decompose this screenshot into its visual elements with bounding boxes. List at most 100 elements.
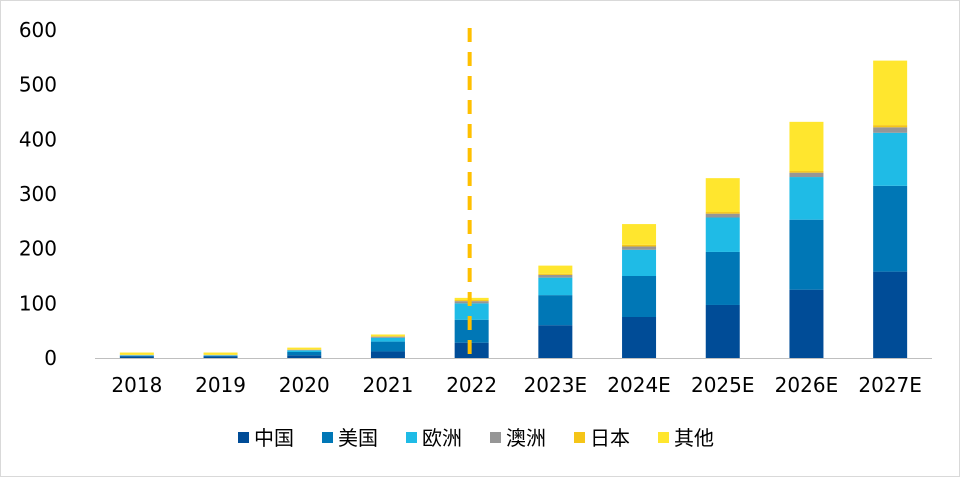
x-tick-label: 2023E [524, 373, 588, 397]
bar-stack [873, 60, 908, 358]
y-tick-label: 500 [19, 73, 57, 97]
bar-segment [789, 172, 824, 178]
x-tick-label: 2026E [775, 373, 839, 397]
bar-stack [622, 224, 657, 358]
legend-label: 澳洲 [506, 426, 546, 450]
legend-item: 欧洲 [406, 426, 462, 450]
y-tick-label: 600 [19, 18, 57, 42]
bar-segment [705, 213, 740, 218]
bar-segment [370, 337, 405, 342]
bar-segment [538, 273, 573, 275]
bar-segment [873, 185, 908, 272]
bar-segment [538, 295, 573, 326]
bar-segment [538, 277, 573, 296]
x-tick-label: 2022 [446, 373, 497, 397]
x-axis-ticks: 2018 2019 2020 2021 2022 2023E 2024E 2025E 2026E… [111, 373, 922, 397]
x-tick-label: 2019 [195, 373, 246, 397]
legend-label: 其他 [674, 426, 714, 450]
bar-stack [370, 334, 405, 358]
bar-segment [370, 336, 405, 338]
bar-segment [287, 349, 322, 351]
bar-stack [538, 265, 573, 358]
bar-segment [873, 132, 908, 186]
y-tick-label: 300 [19, 182, 57, 206]
legend-item: 中国 [238, 426, 294, 450]
bar-segment [873, 127, 908, 133]
bar-segment [622, 276, 657, 317]
legend-swatch [322, 432, 333, 443]
legend-swatch [574, 432, 585, 443]
bar-segment [370, 341, 405, 352]
legend-swatch [406, 432, 417, 443]
y-tick-label: 100 [19, 291, 57, 315]
bar-segment [287, 350, 322, 352]
legend-swatch [238, 432, 249, 443]
x-tick-label: 2020 [279, 373, 330, 397]
bar-segment [789, 121, 824, 172]
legend: 中国 美国 欧洲 澳洲 日本 其他 [238, 426, 714, 450]
bar-segment [119, 355, 154, 357]
legend-item: 美国 [322, 426, 378, 450]
bar-segment [622, 246, 657, 250]
x-tick-label: 2027E [858, 373, 922, 397]
bar-segment [873, 271, 908, 358]
bar-segment [370, 334, 405, 337]
bar-segment [789, 177, 824, 220]
bar-segment [705, 212, 740, 214]
bar-segment [119, 355, 154, 356]
bar-segment [622, 244, 657, 247]
bar-segment [287, 349, 322, 350]
bar-segment [538, 265, 573, 274]
bar-segment [454, 319, 489, 343]
legend-label: 欧洲 [422, 426, 462, 450]
legend-swatch [490, 432, 501, 443]
x-tick-label: 2025E [691, 373, 755, 397]
bar-stacks [119, 60, 908, 358]
bar-stack [287, 347, 322, 358]
bar-stack [119, 352, 154, 358]
bar-segment [873, 125, 908, 128]
legend-swatch [658, 432, 669, 443]
bar-segment [119, 352, 154, 355]
bar-segment [203, 355, 238, 357]
bar-segment [370, 351, 405, 358]
bar-segment [622, 249, 657, 276]
bar-segment [454, 303, 489, 320]
bar-segment [705, 178, 740, 213]
bar-segment [705, 217, 740, 252]
bar-segment [119, 356, 154, 358]
x-tick-label: 2021 [362, 373, 413, 397]
bar-segment [622, 224, 657, 245]
legend-item: 澳洲 [490, 426, 546, 450]
bar-segment [538, 274, 573, 278]
y-tick-label: 200 [19, 237, 57, 261]
bar-segment [370, 336, 405, 337]
legend-label: 日本 [590, 426, 630, 450]
bar-segment [287, 355, 322, 358]
bar-segment [622, 317, 657, 358]
bar-segment [287, 351, 322, 356]
legend-item: 日本 [574, 426, 630, 450]
x-tick-label: 2024E [607, 373, 671, 397]
bar-segment [789, 171, 824, 173]
bar-segment [789, 219, 824, 290]
bar-segment [705, 251, 740, 305]
y-axis-ticks: 0 100 200 300 400 500 600 [19, 18, 57, 370]
bar-segment [203, 356, 238, 358]
y-tick-label: 400 [19, 127, 57, 151]
x-tick-label: 2018 [111, 373, 162, 397]
bar-stack [789, 121, 824, 358]
bar-segment [705, 304, 740, 358]
bar-segment [789, 289, 824, 358]
bar-segment [287, 347, 322, 350]
legend-item: 其他 [658, 426, 714, 450]
legend-label: 中国 [254, 426, 294, 450]
bar-stack [203, 352, 238, 358]
legend-label: 美国 [338, 426, 378, 450]
y-tick-label: 0 [44, 346, 57, 370]
bar-segment [538, 325, 573, 358]
bar-segment [873, 60, 908, 126]
bar-stack [705, 178, 740, 358]
bar-segment [203, 352, 238, 355]
